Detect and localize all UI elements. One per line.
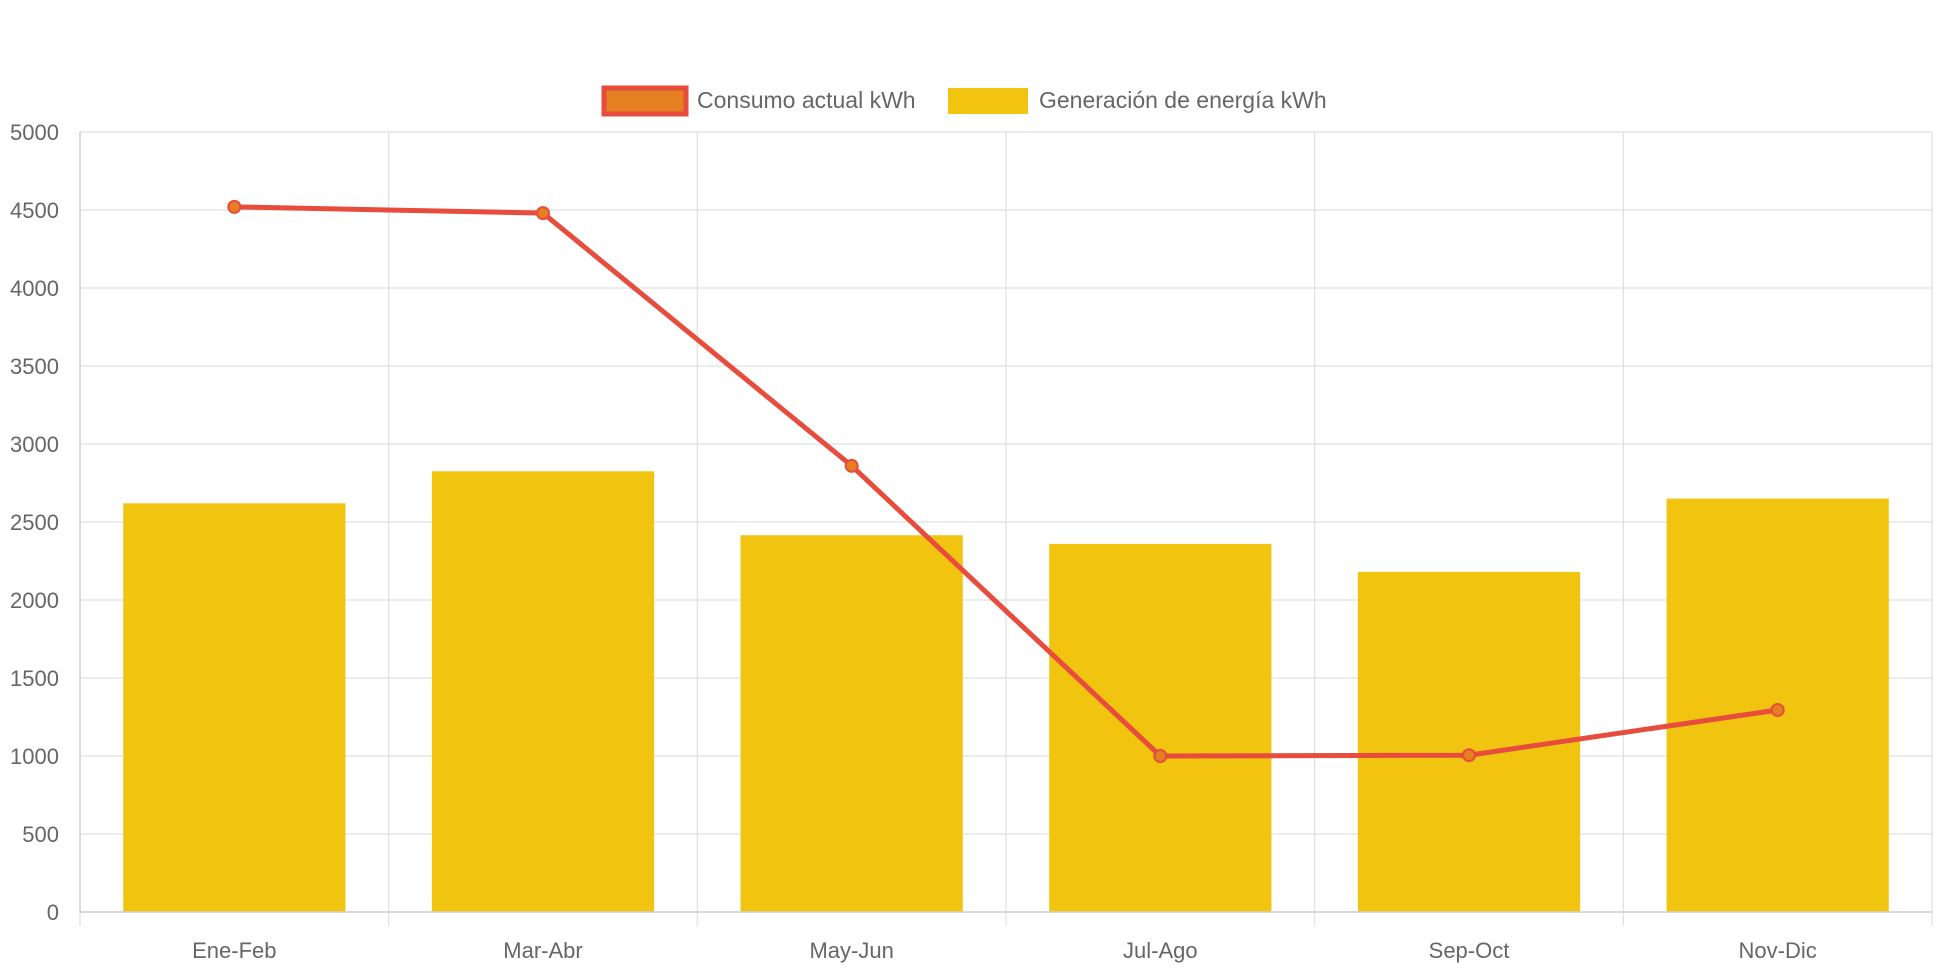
bar-series [123,471,1889,912]
y-tick-label: 4500 [10,198,59,223]
x-tick-label: Sep-Oct [1429,938,1510,963]
point-consumo[interactable] [1153,749,1168,763]
legend-label-generacion: Generación de energía kWh [1039,87,1327,113]
y-tick-label: 4000 [10,276,59,301]
axes: 0 500 1000 1500 2000 2500 3000 3500 4000 4500 5000… [10,120,1932,963]
bar-generacion[interactable] [123,503,346,912]
y-tick-label: 1000 [10,744,59,769]
x-tick-label: Mar-Abr [503,938,582,963]
y-tick-label: 3500 [10,354,59,379]
point-consumo[interactable] [536,206,550,221]
legend-item-consumo[interactable]: Consumo actual kWh [601,85,916,117]
x-tick-label: Jul-Ago [1123,938,1198,963]
y-tick-label: 2000 [10,588,59,613]
point-consumo[interactable] [227,199,242,214]
line-series [227,199,1785,763]
y-tick-label: 500 [22,822,59,847]
legend-swatch-consumo [601,85,689,117]
y-tick-label: 3000 [10,432,59,457]
bar-generacion[interactable] [1049,543,1272,912]
y-tick-label: 2500 [10,510,59,535]
x-tick-label: Nov-Dic [1739,938,1817,963]
legend-item-generacion[interactable]: Generación de energía kWh [948,87,1327,114]
y-tick-label: 1500 [10,666,59,691]
x-tick-label: May-Jun [809,938,893,963]
bar-generacion[interactable] [431,471,655,912]
legend-label-consumo: Consumo actual kWh [697,87,916,113]
bar-generacion[interactable] [740,535,963,912]
y-tick-label: 0 [47,900,59,925]
x-tick-label: Ene-Feb [192,938,276,963]
legend[interactable]: Consumo actual kWh Generación de energía… [601,85,1327,117]
point-consumo[interactable] [1770,702,1785,717]
point-consumo[interactable] [844,458,859,473]
grid-lines [79,131,1933,926]
legend-swatch-generacion [948,88,1028,114]
y-tick-label: 5000 [10,120,59,145]
line-consumo [231,204,1781,759]
point-consumo[interactable] [1462,748,1476,763]
